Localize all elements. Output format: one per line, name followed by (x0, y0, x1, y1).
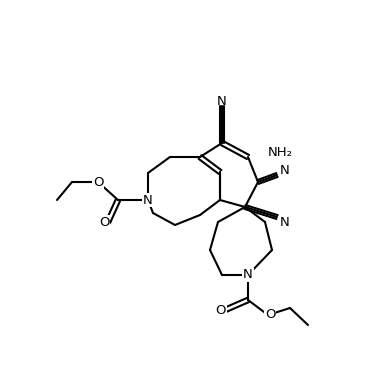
Text: N: N (280, 163, 290, 177)
Text: O: O (216, 303, 226, 316)
Text: O: O (93, 175, 103, 188)
Text: O: O (99, 215, 109, 229)
Text: O: O (265, 309, 275, 322)
Text: N: N (243, 269, 253, 282)
Text: N: N (217, 95, 227, 107)
Text: N: N (280, 215, 290, 229)
Text: N: N (143, 193, 153, 206)
Text: NH₂: NH₂ (268, 145, 293, 159)
